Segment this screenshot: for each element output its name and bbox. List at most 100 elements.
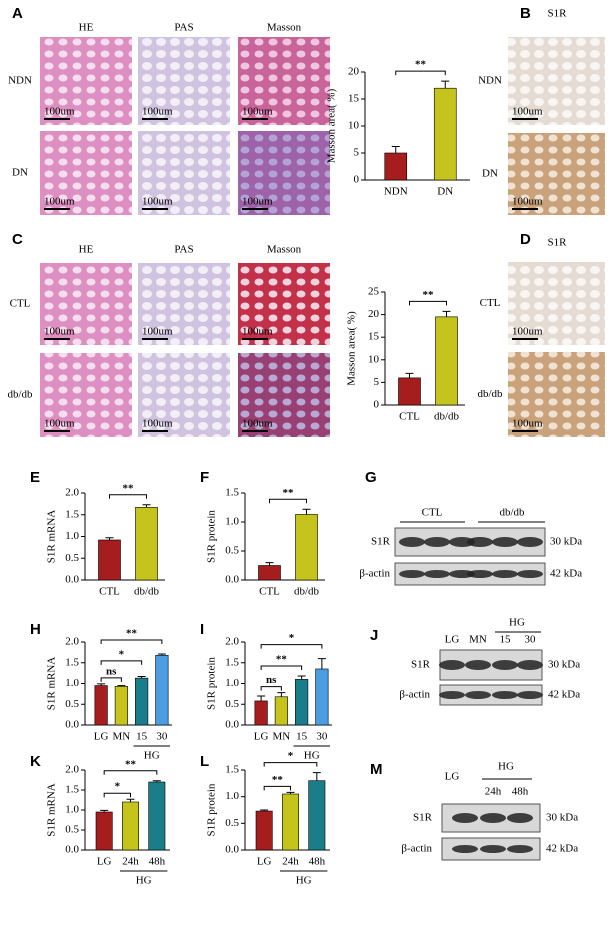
bar [255,810,273,851]
error-bar [100,809,109,812]
column-header: Masson [267,244,302,256]
x-tick-label: db/db [434,411,460,423]
scale-bar-label: 100um [44,106,75,118]
bar [315,668,329,726]
scale-bar-label: 100um [142,418,173,430]
scale-bar-label: 100um [44,418,75,430]
panel-letter: B [520,5,531,22]
y-tick-label: 1.0 [225,790,239,802]
blot-size: 42 kDa [546,843,578,855]
blot-band [480,845,506,853]
y-tick-label: 0 [374,399,380,411]
lane-label: 15 [500,634,512,646]
scale-bar-label: 100um [142,326,173,338]
significance-label: ** [125,758,137,770]
y-tick-label: 0.5 [225,698,239,710]
x-tick-label: DN [437,186,453,198]
column-header: Masson [267,22,302,34]
error-bar [286,791,295,794]
blot-band [465,660,491,670]
y-axis-label: S1R mRNA [46,783,58,837]
x-tick-label: LG [97,856,112,868]
y-axis-label: S1R protein [206,510,218,563]
x-tick-label: db/db [294,586,320,598]
x-tick-label: LG [254,731,269,743]
micrograph [238,263,330,345]
x-tick-label: NDN [384,186,408,198]
significance-bracket [109,494,147,499]
significance-label: * [115,781,121,793]
column-header: HE [79,22,94,34]
bar [254,700,268,726]
panel-letter: C [12,231,23,248]
significance-label: ** [283,487,295,499]
column-header: PAS [174,244,193,256]
bar [295,514,318,581]
error-bar [277,692,286,697]
significance-bracket [103,792,131,798]
blot-band [424,570,450,578]
bar [94,685,108,726]
significance-bracket [263,762,318,767]
blot-group: HG [509,617,525,629]
x-tick-label: CTL [259,586,280,598]
y-tick-label: 25 [368,286,380,298]
y-tick-label: 0.0 [65,844,79,856]
column-header: PAS [174,22,193,34]
column-header: S1R [548,8,568,20]
blot-band [517,570,543,578]
panel-letter: G [365,469,377,486]
micrograph [138,353,230,437]
x-tick-label: CTL [399,411,420,423]
blot-band [399,537,425,547]
error-bar [257,695,266,701]
error-bar [265,562,274,566]
panel-letter: F [200,469,209,486]
error-bar [297,675,306,680]
error-bar [152,780,161,782]
y-tick-label: 0.5 [65,552,79,564]
blot-band [452,845,478,853]
error-bar [302,508,311,515]
row-label: db/db [7,389,33,401]
micrograph [138,263,230,345]
significance-bracket [100,677,122,682]
micrograph [40,131,132,215]
significance-label: ** [126,628,138,640]
lane-label: 30 [525,634,537,646]
significance-bracket [263,785,291,791]
bar [135,507,158,581]
panel-letter: M [370,761,383,778]
blot-group: db/db [499,507,525,519]
micrograph [508,352,605,437]
y-axis-label: Masson area( %) [326,88,338,163]
x-tick-label: LG [94,731,109,743]
group-label: HG [136,875,152,887]
x-tick-label: 15 [296,731,308,743]
blot-band [449,570,475,578]
x-tick-label: LG [257,856,272,868]
blot-row-label: β-actin [359,568,390,580]
bar [135,677,149,726]
blot-band [517,660,543,670]
y-tick-label: 1.5 [225,764,239,776]
y-tick-label: 1.0 [225,677,239,689]
blot-band [492,691,518,699]
significance-bracket [100,660,143,665]
error-bar [442,310,451,317]
y-tick-label: 5 [354,147,360,159]
y-tick-label: 1.5 [225,656,239,668]
error-bar [142,504,151,508]
row-label: CTL [480,297,501,309]
scale-bar-label: 100um [142,196,173,208]
y-tick-label: 0.0 [65,719,79,731]
blot-band [452,813,478,823]
blot-group: CTL [422,507,443,519]
blot-band [465,691,491,699]
significance-label: ns [106,665,117,677]
micrograph [138,37,230,125]
error-bar [126,798,135,802]
blot-size: 30 kDa [548,659,580,671]
error-bar [391,146,400,153]
micrograph [40,263,132,345]
